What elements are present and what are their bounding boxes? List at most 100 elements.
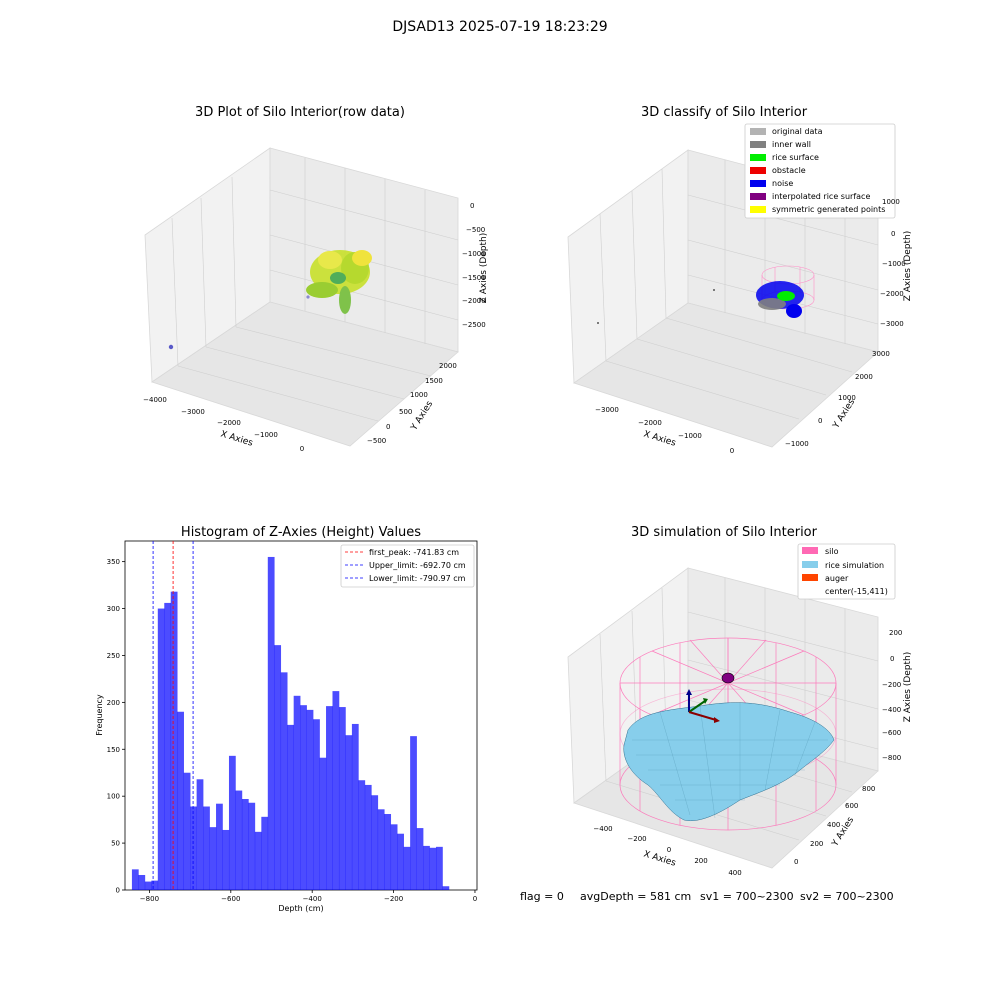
classify-zlabel: Z Axies (Depth) (903, 231, 913, 302)
histogram-x-ticks: −800 −600 −400 −200 0 (140, 890, 477, 903)
simulation-3d-title: 3D simulation of Silo Interior (631, 525, 818, 540)
classify-xtick: −1000 (678, 432, 702, 440)
raw-ztick: 0 (470, 202, 474, 210)
histogram-bars (131, 556, 450, 890)
histogram-ylabel: Frequency (95, 694, 104, 736)
legend-item-silo: silo (802, 547, 839, 556)
legend-label: auger (825, 574, 849, 583)
simulation-y-ticks: 0 200 400 600 800 (794, 785, 875, 866)
simulation-x-ticks: −400 −200 0 200 400 (593, 825, 741, 877)
simulation-3d-panel: 3D simulation of Silo Interior (567, 525, 913, 877)
classify-3d-panel: 3D classify of Silo Interior (567, 105, 913, 455)
classify-x-ticks: −3000 −2000 −1000 0 (595, 406, 734, 455)
histogram-bar (287, 724, 294, 890)
histogram-xlabel: Depth (cm) (278, 904, 323, 913)
simulation-z-ticks: 200 0 −200 −400 −600 −800 (882, 629, 902, 762)
sim-ytick: 0 (794, 858, 798, 866)
classify-ztick: 0 (891, 230, 895, 238)
legend-item-inner-wall: inner wall (750, 140, 811, 149)
raw-zlabel: Z Axies (Depth) (479, 233, 489, 304)
histogram-bar (228, 755, 236, 890)
histogram-ytick-label: 350 (107, 558, 120, 566)
rice-mesh-lines (632, 702, 828, 819)
sim-ytick: 600 (845, 802, 858, 810)
histogram-bar (203, 806, 210, 890)
histogram-bar (196, 779, 204, 890)
classify-ytick: −1000 (785, 440, 809, 448)
raw-3d-point-cloud (168, 250, 372, 350)
legend-item-symmetric: symmetric generated points (750, 205, 885, 214)
simulation-legend: silo rice simulation auger center(-15,41… (797, 543, 896, 600)
raw-ytick: −500 (367, 437, 386, 445)
legend-item-obstacle: obstacle (750, 166, 806, 175)
legend-item-auger: auger (802, 574, 849, 583)
classify-ytick: 2000 (855, 373, 873, 381)
legend-label: rice surface (772, 153, 819, 162)
histogram-bar (131, 869, 139, 890)
histogram-bar (442, 886, 450, 890)
raw-ztick: −500 (466, 226, 485, 234)
classify-ztick: −2000 (880, 290, 904, 298)
histogram-bar (157, 608, 165, 890)
sim-ztick: −200 (882, 681, 901, 689)
histogram-bar (248, 802, 256, 890)
histogram-bar (416, 828, 424, 890)
sim-ytick: 200 (810, 840, 823, 848)
legend-swatch (750, 154, 766, 161)
raw-ytick: 2000 (439, 362, 457, 370)
sim-ytick: 800 (862, 785, 875, 793)
sim-ztick: 200 (889, 629, 902, 637)
legend-label: center(-15,411) (825, 587, 888, 596)
raw-ylabel: Y Axies (409, 399, 435, 433)
sim-xtick: −200 (627, 835, 646, 843)
histogram-bar (390, 824, 398, 890)
sim-ztick: −400 (882, 706, 901, 714)
raw-xtick: −4000 (143, 396, 167, 404)
histogram-bar (423, 845, 430, 890)
raw-3d-x-ticks: −4000 −3000 −2000 −1000 0 (143, 396, 304, 453)
raw-ytick: 0 (386, 423, 390, 431)
histogram-xtick-label: −400 (303, 895, 322, 903)
histogram-bar (313, 719, 320, 890)
legend-swatch (750, 180, 766, 187)
raw-3d-panel: 3D Plot of Silo Interior(row data) (143, 105, 489, 453)
raw-ytick: 1000 (410, 391, 428, 399)
histogram-bar (293, 695, 301, 890)
legend-item-original-data: original data (750, 127, 823, 136)
figure-title: DJSAD13 2025-07-19 18:23:29 (392, 19, 607, 35)
raw-xtick: −2000 (217, 419, 241, 427)
sim-zlabel: Z Axies (Depth) (903, 652, 913, 723)
histogram-bar (332, 691, 340, 890)
histogram-bar (338, 707, 346, 890)
sim-xtick: 400 (728, 869, 741, 877)
histogram-bar (177, 711, 184, 890)
sim-xtick: −400 (593, 825, 612, 833)
auger-marker (721, 672, 735, 684)
legend-item-interpolated: interpolated rice surface (750, 192, 870, 201)
histogram-xtick-label: −800 (140, 895, 159, 903)
legend-label-lower-limit: Lower_limit: -790.97 cm (369, 574, 466, 583)
legend-item-rice-surface: rice surface (750, 153, 819, 162)
histogram-bar (364, 784, 372, 890)
histogram-y-ticks: 0 50 100 150 200 250 300 350 (107, 558, 125, 895)
legend-swatch (750, 167, 766, 174)
histogram-bar (190, 806, 197, 890)
status-avg-depth: avgDepth = 581 cm (580, 890, 691, 903)
raw-xtick: −3000 (181, 408, 205, 416)
sim-ztick: −600 (882, 729, 901, 737)
classify-ztick: 1000 (882, 198, 900, 206)
raw-3d-y-ticks: −500 0 500 1000 1500 2000 (367, 362, 457, 445)
status-sv1: sv1 = 700~2300 (700, 890, 794, 903)
histogram-bar (397, 833, 404, 890)
raw-ztick: −2000 (462, 297, 486, 305)
classify-3d-point-cloud (597, 265, 815, 324)
raw-ztick: −1500 (462, 274, 486, 282)
histogram-bar (377, 809, 385, 890)
status-flag: flag = 0 (520, 890, 564, 903)
histogram-bar (144, 881, 152, 890)
histogram-bar (151, 880, 159, 890)
status-line: flag = 0 avgDepth = 581 cm sv1 = 700~230… (520, 890, 894, 903)
histogram-bar (138, 874, 146, 890)
histogram-ytick-label: 150 (107, 746, 120, 754)
